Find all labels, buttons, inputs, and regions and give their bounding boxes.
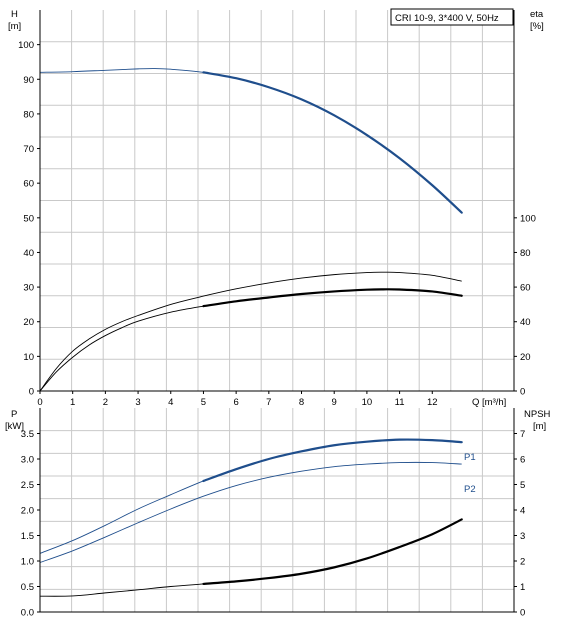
power-frame (39, 408, 515, 613)
head-right-tick-label: 100 (520, 213, 536, 224)
power-left-tick-label: 1.5 (21, 531, 34, 542)
head-grid (40, 10, 514, 391)
power-tick-labels: 0.0 0.5 1.0 1.5 2.0 2.5 3.0 3.5 0 1 2 3 4 5 6 7 (21, 429, 526, 619)
flow-tick-label: 7 (266, 397, 271, 408)
flow-tick-label: 3 (135, 397, 140, 408)
head-series-2-line (39, 271, 462, 392)
power-right-tick-label: 4 (520, 506, 525, 517)
head-left-tick-label: 40 (23, 248, 34, 259)
legend-p2: P2 (464, 484, 476, 495)
head-axis-label-unit: [m] (8, 21, 21, 32)
power-right-tick-label: 6 (520, 455, 525, 466)
flow-tick-label: 0 (37, 397, 42, 408)
power-left-tick-label: 2.0 (21, 506, 34, 517)
head-right-tick-label: 80 (520, 248, 531, 259)
flow-tick-label: 6 (233, 397, 238, 408)
power-right-tick-label: 3 (520, 531, 525, 542)
power-right-tick-label: 2 (520, 557, 525, 568)
power-right-tick-label: 0 (520, 608, 525, 619)
npsh-axis-label-symbol: NPSH (524, 409, 551, 420)
npsh-axis-label-unit: [m] (533, 421, 546, 432)
flow-tick-label: 8 (299, 397, 304, 408)
head-left-tick-label: 20 (23, 317, 34, 328)
power-series-2-duty-range (202, 518, 463, 586)
chart-title: CRI 10-9, 3*400 V, 50Hz (395, 13, 499, 24)
power-left-tick-label: 3.5 (21, 429, 34, 440)
title-box (390, 8, 514, 26)
flow-tick-label: 1 (70, 397, 75, 408)
head-left-tick-label: 100 (18, 40, 34, 51)
legend-p1: P1 (464, 452, 476, 463)
power-axis-label-unit: [kW] (5, 421, 24, 432)
power-series-0-duty-range (202, 438, 463, 483)
power-series-1-line (39, 461, 462, 563)
eta-axis-label-unit: [%] (530, 21, 544, 32)
flow-tick-label: 11 (395, 397, 405, 408)
head-left-tick-label: 50 (23, 213, 34, 224)
head-right-tick-label: 0 (520, 387, 525, 398)
head-series-1-duty-range (202, 288, 463, 308)
flow-axis-label: Q [m³/h] (472, 397, 506, 408)
flow-tick-label: 9 (332, 397, 337, 408)
power-right-tick-label: 1 (520, 582, 525, 593)
head-right-tick-label: 40 (520, 317, 531, 328)
head-efficiency-curves (39, 68, 463, 392)
head-right-tick-label: 60 (520, 283, 531, 294)
flow-tick-label: 5 (201, 397, 206, 408)
eta-axis-label-symbol: eta (530, 9, 544, 20)
power-right-tick-label: 7 (520, 429, 525, 440)
flow-tick-label: 4 (168, 397, 173, 408)
power-left-tick-label: 0.5 (21, 582, 34, 593)
power-npsh-curves (39, 438, 463, 597)
head-left-tick-label: 90 (23, 75, 34, 86)
head-series-0-duty-range (202, 71, 463, 214)
head-left-tick-label: 30 (23, 283, 34, 294)
power-left-tick-label: 0.0 (21, 608, 34, 619)
head-right-tick-label: 20 (520, 352, 531, 363)
head-axis-label-symbol: H (11, 9, 18, 20)
head-left-tick-label: 60 (23, 179, 34, 190)
head-left-tick-label: 0 (29, 387, 34, 398)
power-left-tick-label: 1.0 (21, 557, 34, 568)
power-axis-label-symbol: P (11, 409, 17, 420)
power-grid (40, 408, 514, 612)
flow-tick-label: 10 (362, 397, 373, 408)
head-left-tick-label: 70 (23, 144, 34, 155)
power-right-tick-label: 5 (520, 480, 525, 491)
power-left-tick-label: 2.5 (21, 480, 34, 491)
head-left-tick-label: 80 (23, 109, 34, 120)
flow-tick-label: 2 (103, 397, 108, 408)
power-left-tick-label: 3.0 (21, 455, 34, 466)
head-frame (39, 10, 515, 392)
flow-tick-label: 12 (427, 397, 438, 408)
head-left-tick-label: 10 (23, 352, 34, 363)
